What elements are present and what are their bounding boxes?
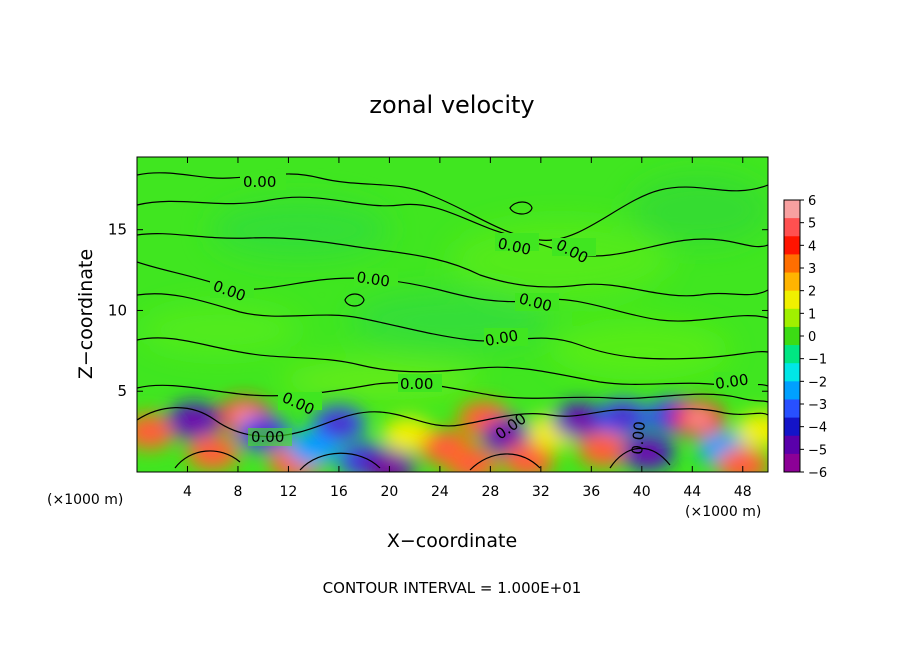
x-tick-label: 12: [280, 484, 298, 500]
contour-line: [509, 201, 533, 215]
contour-label: 0.00: [355, 268, 391, 290]
x-axis: 4 8 12 16 20 24 28 32 36 40 44 48: [183, 157, 752, 500]
contour-label: 0.00: [243, 173, 276, 191]
contour-label: 0.00: [484, 326, 520, 350]
contour-labels: 0.00 0.00 0.00 0.00 0.00 0.00 0.00 0.00 …: [210, 172, 758, 455]
x-tick-label: 28: [481, 484, 499, 500]
contour-label: 0.00: [400, 375, 433, 393]
contour-line: [137, 337, 768, 387]
colorbar-tick-label: −1: [808, 353, 827, 368]
colorbar-swatch: [784, 200, 800, 219]
colorbar-swatch: [784, 308, 800, 328]
y-tick-label: 15: [108, 221, 127, 239]
anomaly-core: [495, 428, 524, 445]
x-tick-label: 16: [330, 484, 348, 500]
chart-title: zonal velocity: [369, 91, 534, 119]
x-tick-label: 40: [633, 484, 651, 500]
anomaly-core: [684, 410, 713, 427]
colorbar-swatch: [784, 326, 800, 346]
colorbar-swatch: [784, 272, 800, 292]
anomaly-core: [324, 415, 353, 432]
colorbar-swatch: [784, 417, 800, 437]
x-unit-left: (×1000 m): [47, 492, 123, 508]
anomaly-blob: [735, 412, 768, 448]
colorbar-swatch: [784, 399, 800, 419]
contour-line: [344, 293, 365, 307]
colorbar-tick-label: 4: [808, 239, 816, 254]
colorbar-swatch: [784, 218, 800, 237]
x-tick-label: 4: [183, 484, 192, 500]
colorbar-tick-label: 0: [808, 330, 816, 345]
x-tick-label: 20: [380, 484, 398, 500]
contour-interval-note: CONTOUR INTERVAL = 1.000E+01: [323, 579, 582, 597]
anomaly-core: [728, 457, 757, 472]
y-axis-label: Z−coordinate: [75, 249, 97, 379]
anomaly-core: [198, 444, 227, 461]
x-tick-label: 48: [734, 484, 752, 500]
contour-label: 0.00: [628, 421, 649, 456]
anomaly-core: [179, 412, 208, 429]
x-tick-label: 24: [431, 484, 449, 500]
colorbar-tick-label: 2: [808, 285, 816, 300]
y-tick-label: 5: [117, 382, 127, 400]
colorbar-tick-label: 6: [808, 194, 816, 209]
plot-frame: [136, 156, 769, 473]
contour-line: [137, 172, 768, 241]
x-tick-label: 32: [532, 484, 550, 500]
colorbar-swatch: [784, 363, 800, 382]
contour-line: [174, 447, 671, 471]
contour-line: [137, 232, 768, 297]
colorbar-tick-label: −2: [808, 375, 827, 390]
colorbar-swatch: [784, 435, 800, 455]
contour-label: 0.00: [251, 428, 284, 446]
y-tick-label: 10: [108, 301, 127, 319]
colorbar-tick-label: 5: [808, 217, 816, 232]
colorbar-tick-label: −3: [808, 398, 827, 413]
colorbar-swatch: [784, 453, 800, 473]
surface-anomalies: [137, 397, 768, 472]
colorbar-swatch: [784, 290, 800, 310]
anomaly-core: [470, 410, 499, 427]
x-tick-label: 44: [683, 484, 701, 500]
colorbar: 6 5 4 3 2 1 0 −1 −2 −3 −4 −5 −6: [783, 194, 827, 481]
y-axis: 5 10 15: [108, 221, 768, 400]
colorbar-tick-label: −6: [808, 466, 827, 481]
colorbar-swatch: [784, 345, 800, 364]
anomaly-core: [608, 409, 637, 426]
contour-line: [137, 407, 768, 438]
colorbar-tick-label: 1: [808, 307, 816, 322]
colorbar-swatch: [784, 381, 800, 400]
contour-line: [137, 293, 768, 360]
anomaly-core: [375, 457, 404, 472]
x-tick-label: 8: [233, 484, 242, 500]
colorbar-swatch: [784, 236, 800, 255]
contour-line: [137, 196, 768, 257]
x-tick-label: 36: [582, 484, 600, 500]
colorbar-tick-label: −4: [808, 421, 827, 436]
anomaly-core: [137, 423, 164, 440]
plot-area: 0.00 0.00 0.00 0.00 0.00 0.00 0.00 0.00 …: [137, 157, 768, 472]
x-axis-label: X−coordinate: [387, 530, 517, 552]
colorbar-swatch: [784, 254, 800, 274]
anomaly-core: [457, 455, 486, 472]
anomaly-core: [589, 441, 618, 458]
contour-label: 0.00: [714, 370, 750, 392]
colorbar-tick-label: −5: [808, 443, 827, 458]
colorbar-tick-label: 3: [808, 262, 816, 277]
contour-line: [137, 382, 768, 403]
x-unit-right: (×1000 m): [685, 504, 761, 520]
